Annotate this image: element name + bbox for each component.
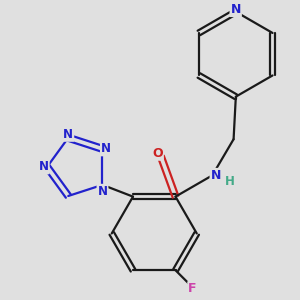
Text: N: N (101, 142, 111, 155)
Text: O: O (152, 147, 163, 160)
Text: H: H (225, 175, 235, 188)
Text: N: N (98, 185, 107, 198)
Text: N: N (230, 3, 241, 16)
Text: F: F (188, 282, 197, 295)
Text: N: N (39, 160, 49, 173)
Text: N: N (211, 169, 221, 182)
Text: N: N (63, 128, 73, 141)
